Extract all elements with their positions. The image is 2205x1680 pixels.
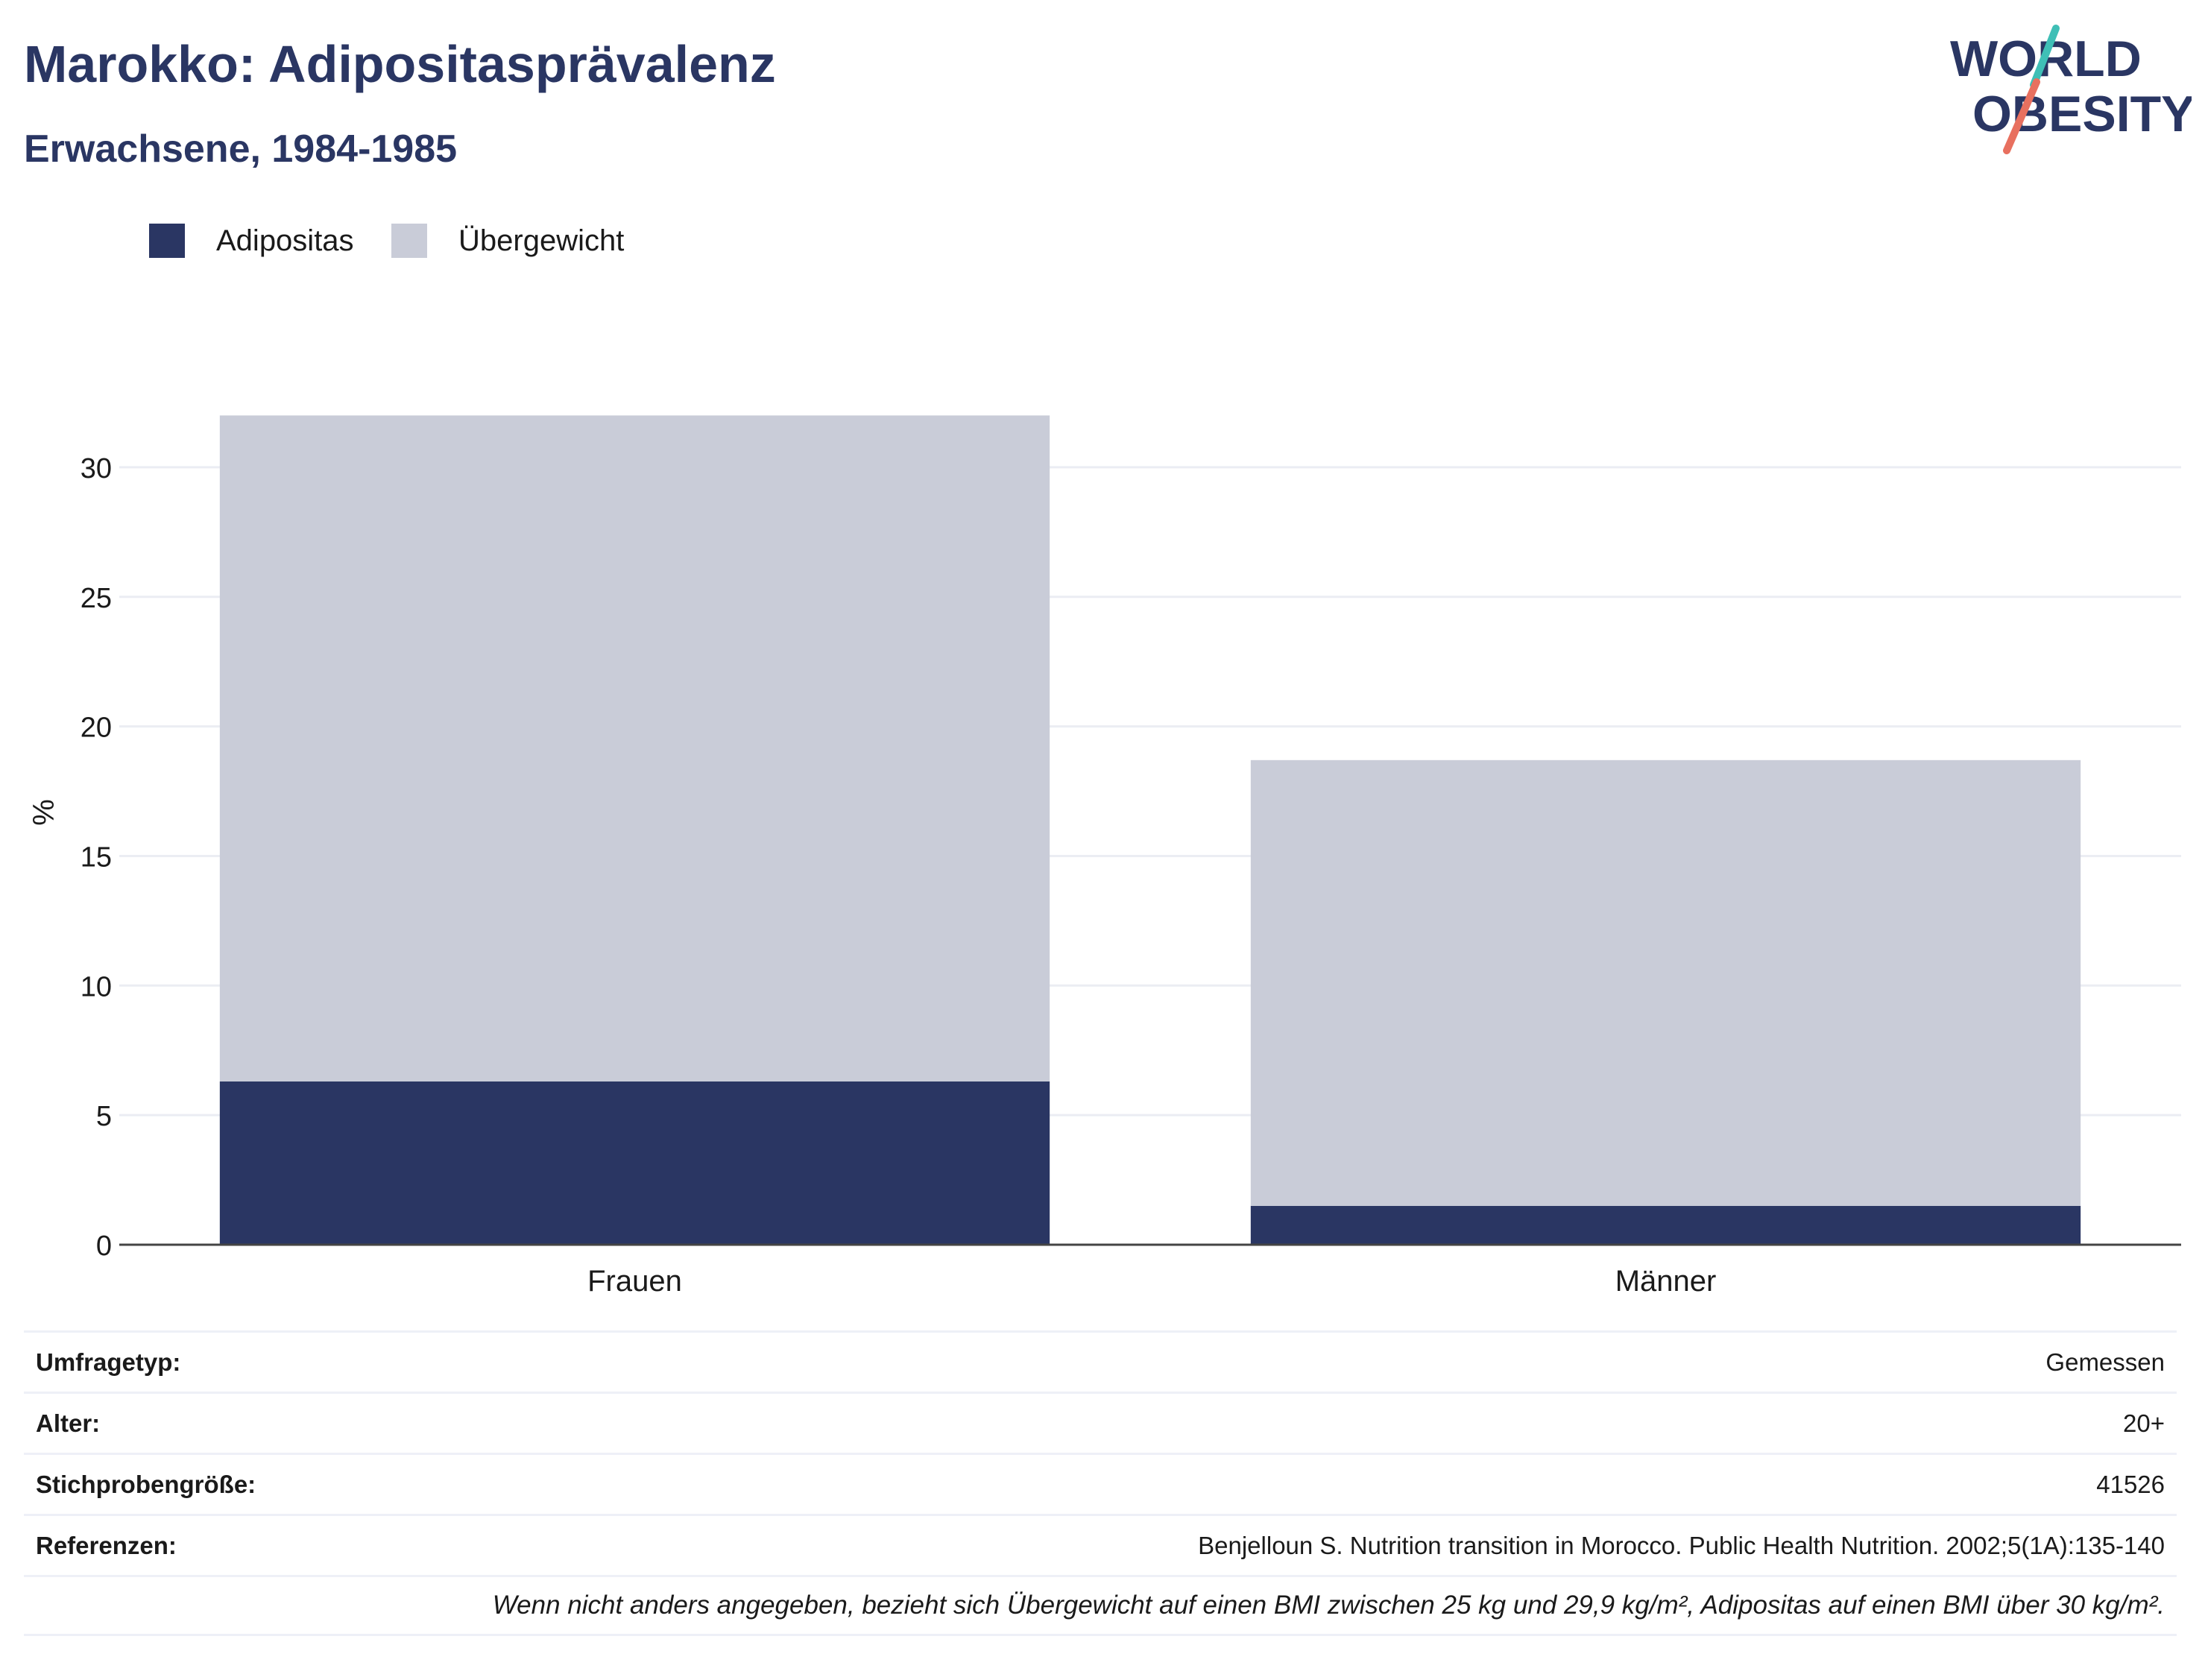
bar-1-0[interactable]	[1250, 1205, 2081, 1245]
info-value-reference: Benjelloun S. Nutrition transition in Mo…	[1198, 1531, 2165, 1559]
info-label: Umfragetyp:	[36, 1348, 181, 1376]
info-label: Alter:	[36, 1409, 101, 1437]
info-value: Gemessen	[2045, 1348, 2165, 1376]
legend-swatch-uebergewicht	[391, 224, 427, 258]
y-tick-labels: 0 5 10 15 20 25 30	[81, 453, 112, 1262]
y-tick-label: 0	[96, 1231, 112, 1262]
y-axis-label: %	[28, 799, 60, 826]
logo-line-2: OBESITY	[1972, 86, 2192, 142]
bars	[219, 415, 2081, 1245]
y-tick-label: 25	[81, 583, 112, 614]
survey-info-table: Umfragetyp: Gemessen Alter: 20+ Stichpro…	[24, 1330, 2177, 1636]
info-label: Referenzen:	[36, 1531, 177, 1559]
world-obesity-logo: WORLD OBESITY	[1950, 25, 2192, 154]
y-tick-label: 30	[81, 453, 112, 484]
chart-subtitle: Erwachsene, 1984-1985	[24, 127, 458, 171]
bar-0-1[interactable]	[219, 415, 1050, 1081]
legend-label-uebergewicht: Übergewicht	[458, 224, 625, 257]
chart-title: Marokko: Adipositasprävalenz	[24, 35, 776, 93]
info-row-references: Referenzen: Benjelloun S. Nutrition tran…	[24, 1514, 2177, 1575]
logo-slash-top	[2030, 25, 2060, 89]
info-row-age: Alter: 20+	[24, 1392, 2177, 1453]
info-row-sample-size: Stichprobengröße: 41526	[24, 1453, 2177, 1514]
info-value: 20+	[2123, 1409, 2165, 1437]
info-value: 41526	[2096, 1470, 2165, 1498]
bar-0-0[interactable]	[219, 1081, 1050, 1245]
info-row-note: Wenn nicht anders angegeben, bezieht sic…	[24, 1575, 2177, 1636]
x-tick-label: Frauen	[587, 1265, 682, 1298]
x-tick-label: Männer	[1615, 1265, 1717, 1298]
legend-swatch-adipositas	[149, 224, 185, 258]
y-tick-label: 10	[81, 971, 112, 1002]
bar-1-1[interactable]	[1250, 760, 2081, 1206]
y-tick-label: 20	[81, 713, 112, 744]
legend-label-adipositas: Adipositas	[216, 224, 354, 257]
definition-note: Wenn nicht anders angegeben, bezieht sic…	[492, 1591, 2165, 1620]
logo-slash-bottom	[2003, 78, 2040, 154]
info-label: Stichprobengröße:	[36, 1470, 256, 1498]
y-tick-label: 5	[96, 1101, 112, 1132]
info-row-survey-type: Umfragetyp: Gemessen	[24, 1330, 2177, 1392]
y-tick-label: 15	[81, 841, 112, 873]
x-tick-labels: Frauen Männer	[587, 1265, 1716, 1298]
bar-chart: 0 5 10 15 20 25 30 Frauen Männer %	[28, 415, 2181, 1298]
